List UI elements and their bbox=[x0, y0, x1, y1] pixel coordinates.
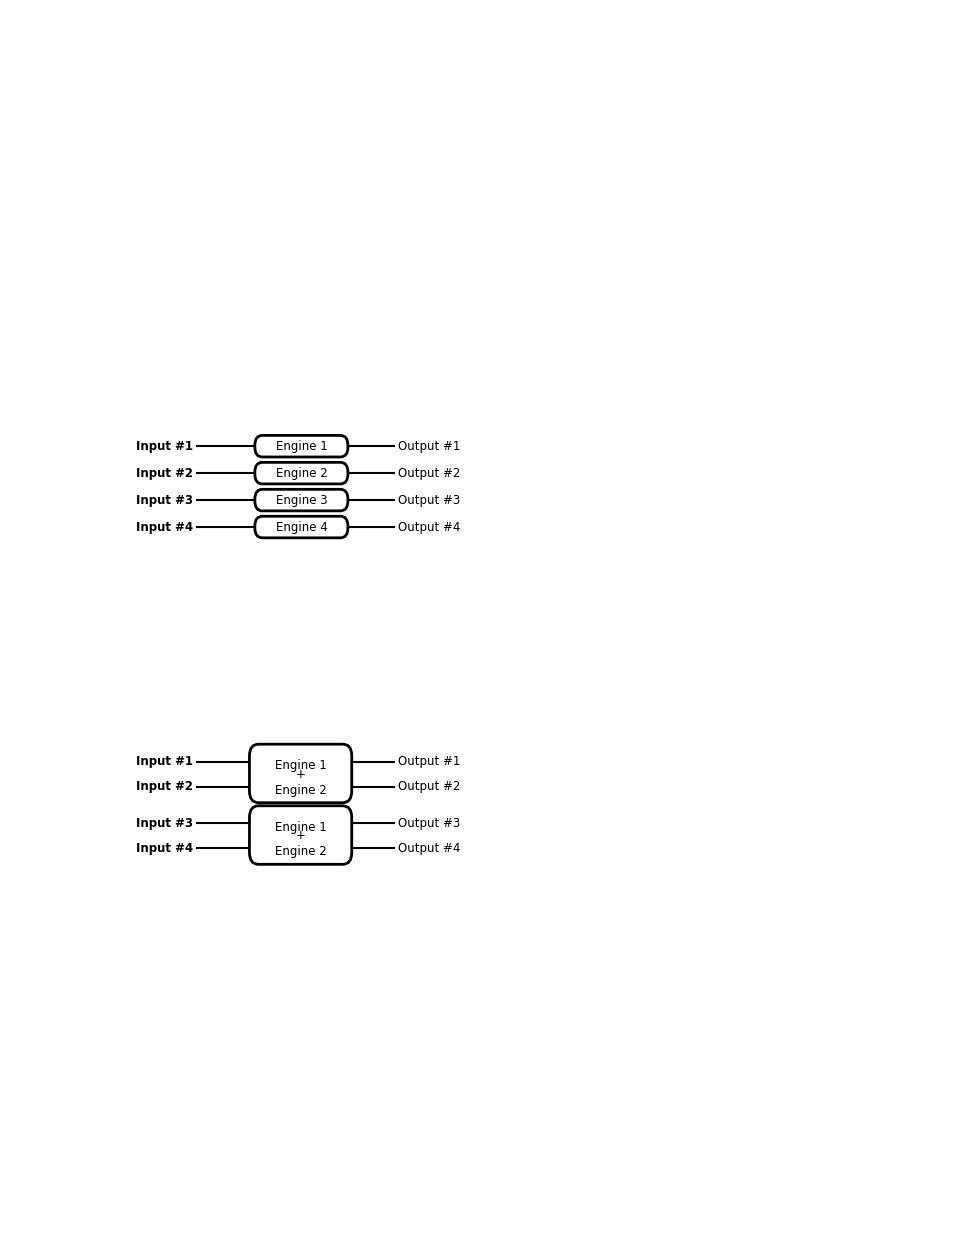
Text: Input #1: Input #1 bbox=[135, 756, 193, 768]
Text: Input #3: Input #3 bbox=[135, 818, 193, 830]
FancyBboxPatch shape bbox=[249, 745, 352, 803]
Text: Engine 4: Engine 4 bbox=[275, 520, 327, 534]
FancyBboxPatch shape bbox=[249, 805, 352, 864]
Text: Input #4: Input #4 bbox=[135, 841, 193, 855]
Text: Output #4: Output #4 bbox=[397, 520, 460, 534]
Text: Input #2: Input #2 bbox=[135, 467, 193, 479]
Text: Input #3: Input #3 bbox=[135, 494, 193, 506]
FancyBboxPatch shape bbox=[254, 436, 348, 457]
Text: Engine 2: Engine 2 bbox=[274, 784, 326, 797]
Text: Output #1: Output #1 bbox=[397, 440, 460, 453]
Text: Engine 2: Engine 2 bbox=[275, 467, 327, 479]
Text: Input #2: Input #2 bbox=[135, 781, 193, 793]
Text: Output #2: Output #2 bbox=[397, 781, 460, 793]
FancyBboxPatch shape bbox=[254, 516, 348, 537]
Text: Input #4: Input #4 bbox=[135, 520, 193, 534]
Text: Engine 3: Engine 3 bbox=[275, 494, 327, 506]
Text: Output #4: Output #4 bbox=[397, 841, 460, 855]
FancyBboxPatch shape bbox=[254, 462, 348, 484]
Text: Engine 2: Engine 2 bbox=[274, 845, 326, 858]
Text: Engine 1: Engine 1 bbox=[274, 821, 326, 834]
Text: Output #2: Output #2 bbox=[397, 467, 460, 479]
FancyBboxPatch shape bbox=[254, 489, 348, 511]
Text: Input #1: Input #1 bbox=[135, 440, 193, 453]
Text: Output #3: Output #3 bbox=[397, 494, 460, 506]
Text: Engine 1: Engine 1 bbox=[274, 760, 326, 772]
Text: +: + bbox=[295, 830, 305, 842]
Text: +: + bbox=[295, 768, 305, 781]
Text: Output #1: Output #1 bbox=[397, 756, 460, 768]
Text: Output #3: Output #3 bbox=[397, 818, 460, 830]
Text: Engine 1: Engine 1 bbox=[275, 440, 327, 453]
